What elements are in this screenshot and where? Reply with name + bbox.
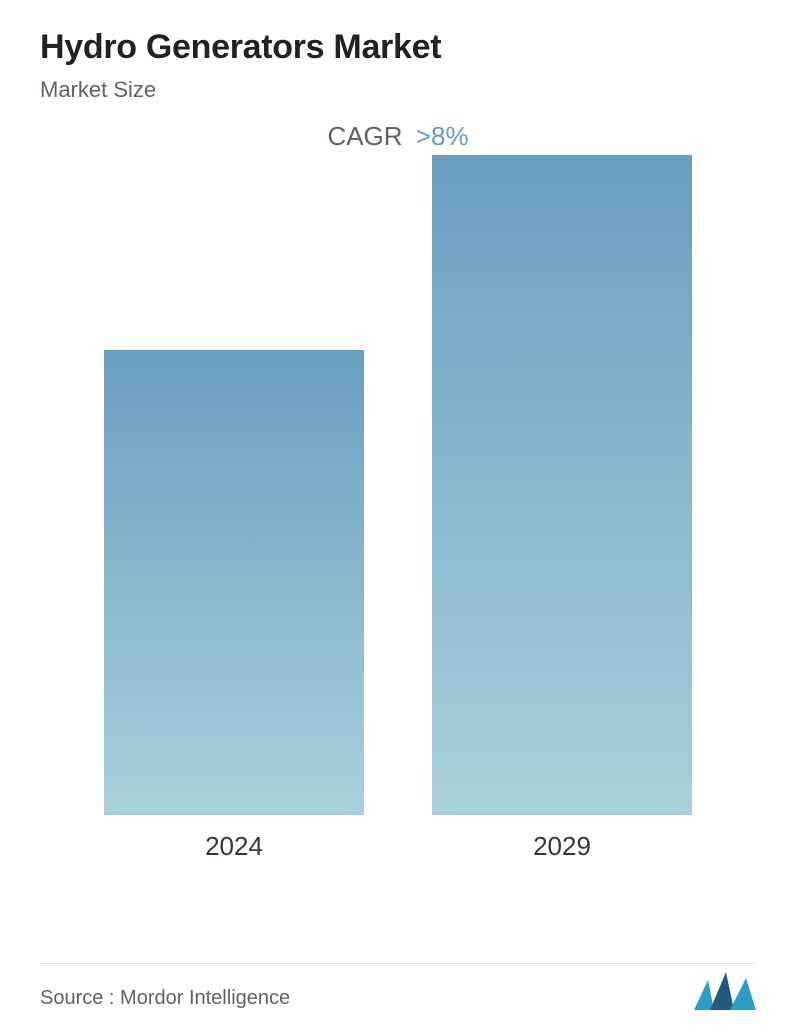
bar-group-2024: 2024 bbox=[104, 350, 364, 862]
chart-subtitle: Market Size bbox=[40, 77, 756, 103]
cagr-indicator: CAGR >8% bbox=[40, 121, 756, 152]
bar-2029 bbox=[432, 155, 692, 815]
source-attribution: Source : Mordor Intelligence bbox=[40, 987, 290, 1010]
bar-group-2029: 2029 bbox=[432, 155, 692, 862]
chart-title: Hydro Generators Market bbox=[40, 28, 756, 67]
mordor-logo-icon bbox=[694, 972, 756, 1010]
bar-label-2029: 2029 bbox=[533, 831, 591, 862]
footer-divider bbox=[40, 963, 756, 964]
bar-chart-area: 2024 2029 bbox=[40, 192, 756, 862]
bar-label-2024: 2024 bbox=[205, 831, 263, 862]
chart-footer: Source : Mordor Intelligence bbox=[40, 972, 756, 1010]
bar-2024 bbox=[104, 350, 364, 815]
cagr-label: CAGR bbox=[327, 121, 402, 151]
cagr-value: >8% bbox=[416, 121, 469, 151]
